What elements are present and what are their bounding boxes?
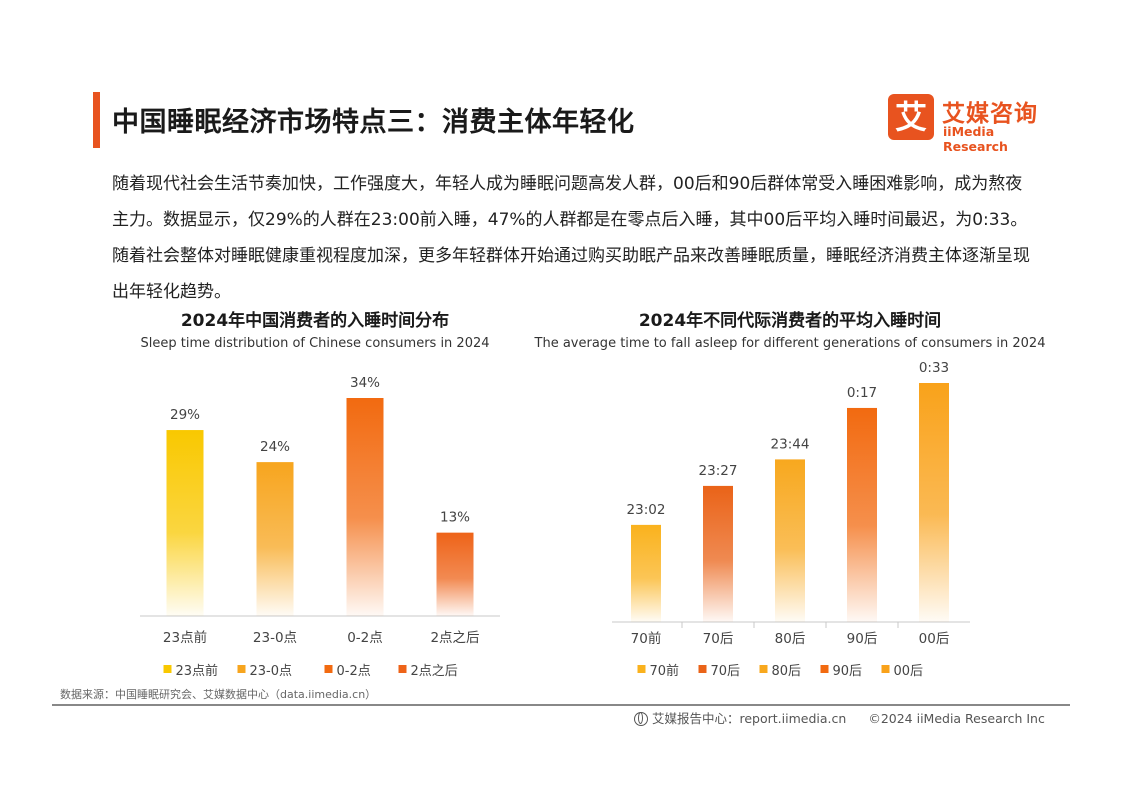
data-source: 数据来源：中国睡眠研究会、艾媒数据中心（data.iimedia.cn） bbox=[60, 688, 377, 701]
chart1-legend-label: 23点前 bbox=[176, 663, 219, 679]
chart1-legend-swatch bbox=[324, 665, 333, 673]
copyright: ©2024 iiMedia Research Inc bbox=[868, 711, 1045, 726]
logo-name-cn: 艾媒咨询 bbox=[942, 101, 1038, 127]
chart1-title: 2024年中国消费者的入睡时间分布 bbox=[180, 311, 450, 331]
chart2-title: 2024年不同代际消费者的平均入睡时间 bbox=[638, 311, 942, 331]
chart1-legend-label: 2点之后 bbox=[411, 664, 458, 679]
chart1-tick-label: 2点之后 bbox=[430, 630, 479, 646]
chart2-legend-swatch bbox=[820, 665, 829, 673]
chart2-bar bbox=[847, 407, 877, 622]
chart1-data-label: 29% bbox=[170, 407, 200, 423]
chart2-data-label: 23:02 bbox=[627, 502, 666, 518]
chart1-tick-label: 23点前 bbox=[163, 629, 207, 646]
chart2-data-label: 23:44 bbox=[771, 436, 810, 452]
chart2-legend-label: 90后 bbox=[833, 664, 863, 679]
chart1-legend-swatch bbox=[163, 665, 172, 673]
chart1-bar bbox=[436, 532, 474, 616]
chart2-tick-label: 80后 bbox=[775, 631, 806, 647]
chart1-bar bbox=[166, 430, 204, 616]
chart2-legend-label: 80后 bbox=[772, 664, 802, 679]
globe-icon bbox=[634, 712, 648, 726]
chart1-legend-label: 0-2点 bbox=[337, 664, 371, 679]
chart2-legend-label: 70前 bbox=[650, 663, 680, 679]
footer: 艾媒报告中心：report.iimedia.cn ©2024 iiMedia Re… bbox=[634, 708, 1045, 727]
footer-divider bbox=[52, 704, 1070, 706]
chart2-data-label: 0:33 bbox=[919, 360, 949, 376]
chart2-legend-label: 70后 bbox=[711, 664, 741, 679]
title-accent-bar bbox=[93, 92, 100, 148]
logo-name-en: iiMedia Research bbox=[943, 124, 1008, 154]
chart2-tick-label: 90后 bbox=[847, 631, 878, 647]
chart2-subtitle: The average time to fall asleep for diff… bbox=[534, 336, 1046, 351]
chart2-legend-swatch bbox=[881, 665, 890, 673]
chart2-data-label: 23:27 bbox=[699, 463, 738, 479]
chart2-data-label: 0:17 bbox=[847, 385, 877, 401]
chart2-tick-label: 70后 bbox=[703, 631, 734, 647]
chart2-bar bbox=[775, 459, 805, 622]
report-center-link[interactable]: 艾媒报告中心：report.iimedia.cn bbox=[652, 711, 847, 726]
chart1-data-label: 13% bbox=[440, 510, 470, 526]
brand-logo: 艾 艾媒咨询 iiMedia Research bbox=[888, 94, 1058, 154]
chart1-tick-label: 0-2点 bbox=[347, 630, 383, 646]
logo-mark: 艾 bbox=[888, 94, 934, 140]
chart2-bar bbox=[703, 485, 733, 622]
chart2-bar bbox=[919, 383, 949, 622]
chart1-bar bbox=[256, 462, 294, 616]
chart1-legend-swatch bbox=[237, 665, 246, 673]
chart2-legend-swatch bbox=[759, 665, 768, 673]
chart1-bar bbox=[346, 398, 384, 616]
chart1-legend-label: 23-0点 bbox=[250, 664, 293, 679]
intro-paragraph: 随着现代社会生活节奏加快，工作强度大，年轻人成为睡眠问题高发人群，00后和90后… bbox=[112, 174, 1030, 302]
chart2-tick-label: 00后 bbox=[919, 631, 950, 647]
chart2-legend-swatch bbox=[637, 665, 646, 673]
chart2-legend-swatch bbox=[698, 665, 707, 673]
chart1-subtitle: Sleep time distribution of Chinese consu… bbox=[140, 336, 490, 351]
chart2-bar bbox=[631, 524, 661, 622]
page-title: 中国睡眠经济市场特点三：消费主体年轻化 bbox=[112, 107, 635, 138]
chart1-data-label: 34% bbox=[350, 375, 380, 391]
chart1-tick-label: 23-0点 bbox=[253, 630, 297, 646]
chart1-legend-swatch bbox=[398, 665, 407, 673]
chart2-legend-label: 00后 bbox=[894, 664, 924, 679]
chart1-data-label: 24% bbox=[260, 439, 290, 455]
chart2-tick-label: 70前 bbox=[631, 630, 662, 647]
